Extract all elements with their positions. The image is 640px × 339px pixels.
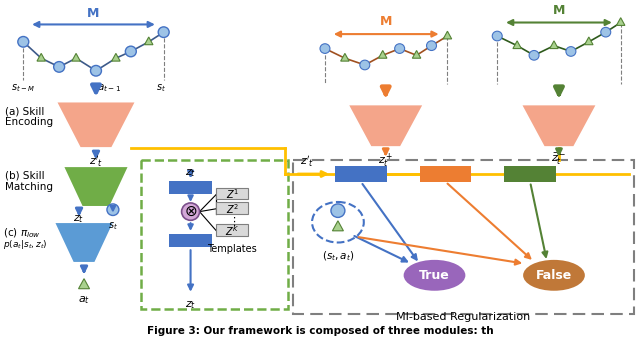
Circle shape — [395, 44, 404, 53]
Text: $\boldsymbol{z_t}$: $\boldsymbol{z_t}$ — [185, 299, 196, 311]
Polygon shape — [56, 102, 136, 148]
Polygon shape — [412, 51, 421, 58]
FancyBboxPatch shape — [216, 187, 248, 199]
Text: (b) Skill: (b) Skill — [5, 171, 45, 181]
Circle shape — [426, 41, 436, 51]
Text: $\otimes$: $\otimes$ — [184, 204, 197, 219]
Text: M: M — [87, 7, 99, 20]
Circle shape — [107, 204, 119, 216]
Text: Encoding: Encoding — [5, 117, 54, 127]
Circle shape — [601, 27, 611, 37]
Circle shape — [125, 46, 136, 57]
Text: False: False — [536, 269, 572, 282]
Polygon shape — [340, 53, 349, 61]
FancyBboxPatch shape — [169, 234, 212, 247]
Polygon shape — [145, 37, 153, 45]
Circle shape — [182, 203, 200, 220]
FancyBboxPatch shape — [420, 166, 471, 182]
Text: $\boldsymbol{z_t^+}$: $\boldsymbol{z_t^+}$ — [378, 152, 394, 170]
Circle shape — [158, 27, 169, 38]
Polygon shape — [550, 41, 558, 48]
FancyBboxPatch shape — [504, 166, 556, 182]
FancyBboxPatch shape — [169, 181, 212, 194]
Text: $\boldsymbol{s_t}$: $\boldsymbol{s_t}$ — [108, 220, 118, 232]
Text: M: M — [553, 4, 565, 17]
Text: Matching: Matching — [5, 182, 53, 192]
Ellipse shape — [404, 260, 465, 291]
Text: $\boldsymbol{\bar{z}_t^-}$: $\boldsymbol{\bar{z}_t^-}$ — [552, 152, 566, 167]
Circle shape — [320, 44, 330, 53]
Circle shape — [331, 204, 345, 217]
Circle shape — [54, 62, 65, 72]
Polygon shape — [54, 222, 114, 263]
Text: M: M — [380, 15, 392, 28]
Polygon shape — [63, 166, 129, 207]
Text: (c) $\pi_{low}$: (c) $\pi_{low}$ — [3, 226, 41, 240]
Ellipse shape — [312, 202, 364, 242]
Text: $\vdots$: $\vdots$ — [228, 215, 236, 228]
Text: $\boldsymbol{a_t}$: $\boldsymbol{a_t}$ — [78, 295, 90, 306]
Text: $(s_t, a_t)$: $(s_t, a_t)$ — [322, 249, 354, 263]
Circle shape — [90, 65, 102, 76]
Text: Figure 3: Our framework is composed of three modules: th: Figure 3: Our framework is composed of t… — [147, 326, 493, 336]
FancyBboxPatch shape — [335, 166, 387, 182]
Polygon shape — [332, 221, 344, 231]
Text: $\boldsymbol{z_t}$: $\boldsymbol{z_t}$ — [185, 167, 196, 179]
FancyBboxPatch shape — [216, 202, 248, 214]
FancyBboxPatch shape — [293, 160, 634, 314]
FancyBboxPatch shape — [141, 160, 288, 309]
Text: $Z^2$: $Z^2$ — [226, 202, 239, 216]
Text: MI-based Regularization: MI-based Regularization — [396, 312, 531, 322]
Text: $\boldsymbol{s_{t-M}}$: $\boldsymbol{s_{t-M}}$ — [12, 82, 35, 94]
Text: $\boldsymbol{s_t}$: $\boldsymbol{s_t}$ — [156, 82, 166, 94]
Text: $Z^1$: $Z^1$ — [226, 187, 239, 201]
Polygon shape — [348, 104, 424, 147]
Polygon shape — [72, 53, 80, 61]
Text: $\boldsymbol{a_{t-1}}$: $\boldsymbol{a_{t-1}}$ — [97, 82, 121, 94]
Polygon shape — [79, 279, 90, 289]
Text: $\boldsymbol{z'_t}$: $\boldsymbol{z'_t}$ — [89, 154, 103, 168]
Polygon shape — [584, 37, 593, 45]
Polygon shape — [378, 51, 387, 58]
Circle shape — [492, 31, 502, 41]
Circle shape — [529, 51, 539, 60]
Circle shape — [360, 60, 370, 70]
Text: $\boldsymbol{z_t}$: $\boldsymbol{z_t}$ — [74, 214, 84, 225]
Text: (a) Skill: (a) Skill — [5, 106, 45, 116]
Text: $Z^K$: $Z^K$ — [225, 224, 239, 238]
Polygon shape — [444, 31, 452, 39]
Polygon shape — [37, 53, 45, 61]
Polygon shape — [513, 41, 522, 48]
Circle shape — [566, 47, 576, 56]
Ellipse shape — [523, 260, 585, 291]
Text: True: True — [419, 269, 450, 282]
FancyBboxPatch shape — [216, 224, 248, 236]
Text: Templates: Templates — [207, 244, 257, 255]
Text: $p(a_t|s_t,z_t)$: $p(a_t|s_t,z_t)$ — [3, 238, 48, 251]
Polygon shape — [111, 53, 120, 61]
Polygon shape — [616, 18, 625, 25]
Polygon shape — [521, 104, 596, 147]
Text: $\boldsymbol{z'_t}$: $\boldsymbol{z'_t}$ — [300, 154, 314, 169]
Circle shape — [18, 37, 29, 47]
